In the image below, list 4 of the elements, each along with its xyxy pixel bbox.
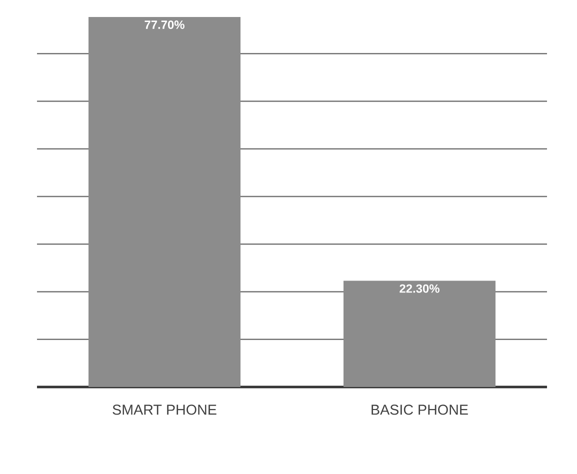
x-tick-label: BASIC PHONE xyxy=(372,404,468,415)
data-label: 22.30% xyxy=(400,284,440,293)
x-tick-label: SMART PHONE xyxy=(112,404,216,415)
data-label: 77.70% xyxy=(144,20,184,29)
